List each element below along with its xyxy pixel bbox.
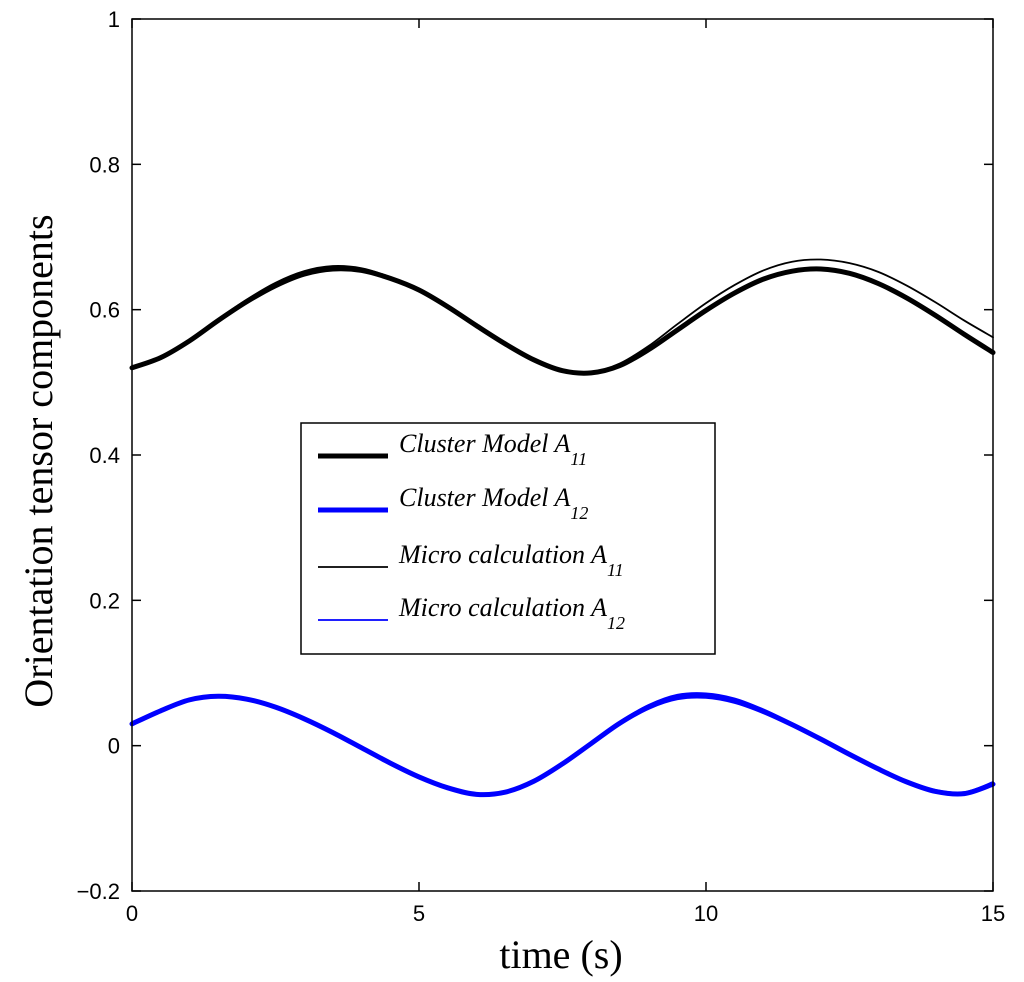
legend-box bbox=[300, 422, 716, 655]
series-line-cluster-model-a12 bbox=[129, 693, 996, 798]
x-tick-label: 5 bbox=[413, 901, 425, 926]
series-line-micro-calculation-a12 bbox=[131, 692, 994, 795]
x-tick-label: 15 bbox=[981, 901, 1005, 926]
y-tick-label: 1 bbox=[108, 7, 120, 32]
series-lines bbox=[129, 258, 996, 798]
y-tick-label: 0.2 bbox=[89, 588, 120, 613]
plot-area-frame bbox=[131, 18, 994, 892]
y-tick-label: −0.2 bbox=[77, 879, 120, 904]
series-line-cluster-model-a11 bbox=[129, 266, 996, 376]
y-tick-label: 0.8 bbox=[89, 152, 120, 177]
y-tick-label: 0.6 bbox=[89, 298, 120, 323]
axis-tick-labels: 0 5 10 15−0.200.20.40.60.81 bbox=[77, 7, 1006, 926]
x-tick-label: 0 bbox=[126, 901, 138, 926]
x-tick-label: 10 bbox=[694, 901, 718, 926]
y-axis-title: Orientation tensor components bbox=[16, 214, 61, 707]
y-tick-label: 0.4 bbox=[89, 443, 120, 468]
x-axis-title: time (s) bbox=[499, 932, 622, 977]
y-tick-label: 0 bbox=[108, 734, 120, 759]
